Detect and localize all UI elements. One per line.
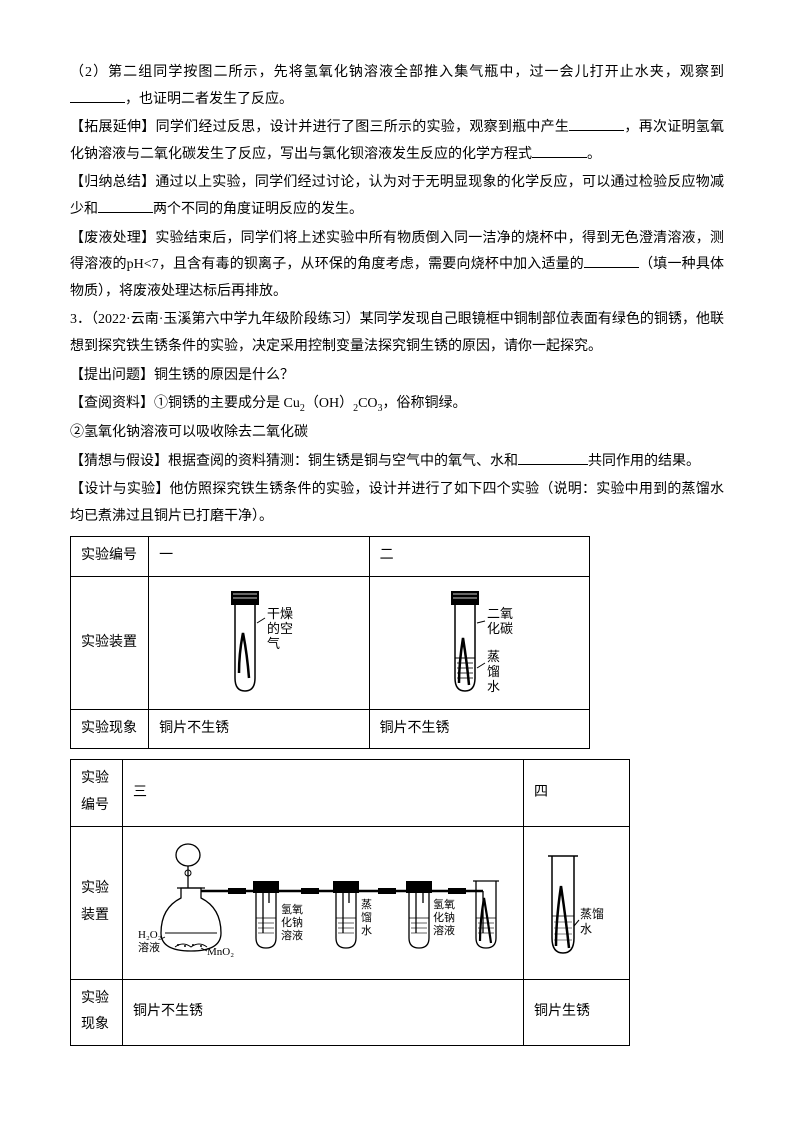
text: 【拓展延伸】同学们经过反思，设计并进行了图三所示的实验，观察到瓶中产生: [70, 120, 569, 135]
cell: 一: [149, 537, 369, 577]
text: 。: [587, 147, 601, 162]
apparatus-cell-2: 二氧 化碳 蒸 馏 水: [369, 576, 589, 709]
text: 3．（2022·云南·玉溪第六中学九年级阶段练习）某同学发现自己眼镜框中铜制部位…: [70, 312, 724, 354]
text: （2）第二组同学按图二所示，先将氢氧化钠溶液全部推入集气瓶中，过一会儿打开止水夹…: [70, 65, 724, 80]
experiment-table-2: 实验编号 三 四 实验装置 H₂O₂ 溶液 MnO₂: [70, 759, 630, 1045]
cell: 铜片不生锈: [369, 709, 589, 749]
svg-text:水: 水: [580, 922, 592, 936]
text: 两个不同的角度证明反应的发生。: [153, 202, 363, 217]
table-row: 实验现象 铜片不生锈 铜片不生锈: [71, 709, 590, 749]
svg-text:溶液: 溶液: [433, 923, 455, 937]
svg-text:溶液: 溶液: [281, 928, 303, 942]
text: CO: [358, 396, 377, 411]
test-tube-icon: 干燥 的空 气: [189, 583, 329, 703]
cell: 铜片生锈: [524, 979, 630, 1045]
svg-text:二氧: 二氧: [487, 606, 513, 621]
cell-label: 实验编号: [71, 537, 149, 577]
svg-text:溶液: 溶液: [138, 940, 160, 954]
svg-text:蒸: 蒸: [487, 649, 500, 664]
svg-text:化钠: 化钠: [433, 910, 455, 924]
text: 共同作用的结果。: [588, 454, 700, 469]
svg-text:化钠: 化钠: [281, 915, 303, 929]
apparatus-cell-4: 蒸馏 水: [524, 826, 630, 979]
para-waste: 【废液处理】实验结束后，同学们将上述实验中所有物质倒入同一洁净的烧杯中，得到无色…: [70, 226, 724, 306]
section-hyp: 【猜想与假设】根据查阅的资料猜测：铜生锈是铜与空气中的氧气、水和 共同作用的结果。: [70, 449, 724, 476]
svg-text:干燥: 干燥: [267, 606, 293, 621]
apparatus-cell-1: 干燥 的空 气: [149, 576, 369, 709]
section-design: 【设计与实验】他仿照探究铁生锈条件的实验，设计并进行了如下四个实验（说明：实验中…: [70, 477, 724, 530]
text: 【提出问题】铜生锈的原因是什么？: [70, 368, 294, 383]
cell: 铜片不生锈: [123, 979, 524, 1045]
experiment-table-1: 实验编号 一 二 实验装置 干燥 的空 气: [70, 536, 590, 749]
test-tube-icon: 蒸馏 水: [534, 838, 619, 968]
cell: 二: [369, 537, 589, 577]
table-row: 实验装置 干燥 的空 气: [71, 576, 590, 709]
svg-text:的空: 的空: [267, 621, 293, 636]
table-row: 实验编号 一 二: [71, 537, 590, 577]
blank[interactable]: [70, 87, 125, 103]
text: 【设计与实验】他仿照探究铁生锈条件的实验，设计并进行了如下四个实验（说明：实验中…: [70, 482, 724, 524]
para-ext: 【拓展延伸】同学们经过反思，设计并进行了图三所示的实验，观察到瓶中产生，再次证明…: [70, 115, 724, 168]
question-3: 3．（2022·云南·玉溪第六中学九年级阶段练习）某同学发现自己眼镜框中铜制部位…: [70, 307, 724, 360]
svg-text:蒸: 蒸: [361, 898, 372, 911]
table-row: 实验装置 H₂O₂ 溶液 MnO₂: [71, 826, 630, 979]
text: 【猜想与假设】根据查阅的资料猜测：铜生锈是铜与空气中的氧气、水和: [70, 454, 518, 469]
blank[interactable]: [569, 115, 624, 131]
svg-text:化碳: 化碳: [487, 621, 513, 636]
test-tube-icon: 二氧 化碳 蒸 馏 水: [409, 583, 549, 703]
blank[interactable]: [98, 197, 153, 213]
svg-text:水: 水: [361, 924, 372, 937]
apparatus-complex-icon: H₂O₂ 溶液 MnO₂ 氢氧 化钠 溶液: [133, 833, 513, 973]
cell-label: 实验装置: [71, 826, 123, 979]
text: ，也证明二者发生了反应。: [125, 92, 293, 107]
table-row: 实验编号 三 四: [71, 760, 630, 826]
text: ，俗称铜绿。: [383, 396, 467, 411]
svg-text:馏: 馏: [487, 664, 500, 679]
para-2: （2）第二组同学按图二所示，先将氢氧化钠溶液全部推入集气瓶中，过一会儿打开止水夹…: [70, 60, 724, 113]
table-row: 实验现象 铜片不生锈 铜片生锈: [71, 979, 630, 1045]
para-sum: 【归纳总结】通过以上实验，同学们经过讨论，认为对于无明显现象的化学反应，可以通过…: [70, 170, 724, 223]
cell: 铜片不生锈: [149, 709, 369, 749]
svg-text:蒸馏: 蒸馏: [580, 907, 604, 921]
section-ref2: ②氢氧化钠溶液可以吸收除去二氧化碳: [70, 420, 724, 447]
svg-text:气: 气: [267, 636, 280, 651]
svg-text:馏: 馏: [361, 910, 372, 924]
svg-text:氢氧: 氢氧: [433, 897, 455, 911]
cell-label: 实验现象: [71, 709, 149, 749]
text: （OH）: [305, 396, 353, 411]
blank[interactable]: [532, 142, 587, 158]
svg-text:H₂O₂: H₂O₂: [138, 929, 162, 941]
text: 【查阅资料】①铜锈的主要成分是 Cu: [70, 396, 300, 411]
section-question: 【提出问题】铜生锈的原因是什么？: [70, 363, 724, 390]
svg-text:水: 水: [487, 679, 500, 694]
cell: 四: [524, 760, 630, 826]
blank[interactable]: [518, 449, 588, 465]
cell-label: 实验现象: [71, 979, 123, 1045]
apparatus-cell-3: H₂O₂ 溶液 MnO₂ 氢氧 化钠 溶液: [123, 826, 524, 979]
cell-label: 实验编号: [71, 760, 123, 826]
blank[interactable]: [584, 252, 639, 268]
svg-text:MnO₂: MnO₂: [207, 946, 234, 958]
cell-label: 实验装置: [71, 576, 149, 709]
svg-text:氢氧: 氢氧: [281, 902, 303, 916]
section-ref: 【查阅资料】①铜锈的主要成分是 Cu2（OH）2CO3，俗称铜绿。: [70, 391, 724, 418]
text: ②氢氧化钠溶液可以吸收除去二氧化碳: [70, 425, 308, 440]
cell: 三: [123, 760, 524, 826]
